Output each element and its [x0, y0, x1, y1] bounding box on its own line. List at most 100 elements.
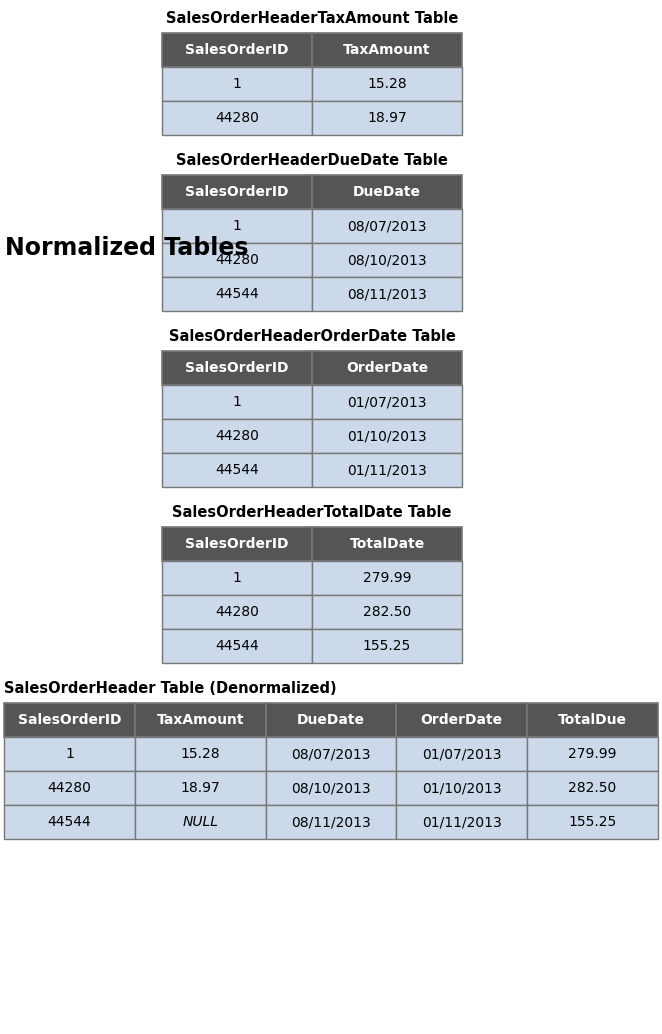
Text: OrderDate: OrderDate	[346, 361, 428, 375]
Bar	[4, 805, 135, 839]
Bar	[527, 771, 658, 805]
Bar	[162, 595, 312, 629]
Text: 01/07/2013: 01/07/2013	[422, 747, 502, 761]
Text: TaxAmount: TaxAmount	[344, 43, 431, 57]
Text: TotalDue: TotalDue	[558, 713, 627, 727]
Text: SalesOrderID: SalesOrderID	[18, 713, 121, 727]
Bar	[162, 351, 312, 385]
Text: 44280: 44280	[215, 429, 259, 443]
Text: SalesOrderHeaderTotalDate Table: SalesOrderHeaderTotalDate Table	[172, 505, 451, 520]
Bar	[4, 703, 135, 737]
Text: 282.50: 282.50	[569, 781, 617, 795]
Bar	[135, 805, 265, 839]
Bar	[265, 737, 397, 771]
Bar	[312, 277, 462, 311]
Bar	[162, 527, 312, 561]
Text: 279.99: 279.99	[363, 571, 411, 585]
Bar	[312, 33, 462, 67]
Bar	[312, 595, 462, 629]
Bar	[312, 385, 462, 419]
Text: NULL: NULL	[182, 815, 218, 829]
Bar	[312, 561, 462, 595]
Text: SalesOrderHeaderDueDate Table: SalesOrderHeaderDueDate Table	[176, 153, 448, 168]
Bar	[265, 771, 397, 805]
Text: 155.25: 155.25	[569, 815, 617, 829]
Text: 15.28: 15.28	[367, 77, 407, 91]
Text: 18.97: 18.97	[180, 781, 220, 795]
Text: 08/11/2013: 08/11/2013	[347, 287, 427, 301]
Bar	[397, 737, 527, 771]
Bar	[162, 33, 312, 67]
Bar	[265, 805, 397, 839]
Bar	[162, 419, 312, 453]
Text: DueDate: DueDate	[297, 713, 365, 727]
Bar	[312, 629, 462, 663]
Text: 01/10/2013: 01/10/2013	[347, 429, 427, 443]
Text: SalesOrderHeaderOrderDate Table: SalesOrderHeaderOrderDate Table	[169, 329, 455, 344]
Text: SalesOrderHeaderTaxAmount Table: SalesOrderHeaderTaxAmount Table	[166, 11, 458, 26]
Text: OrderDate: OrderDate	[421, 713, 503, 727]
Bar	[312, 419, 462, 453]
Text: SalesOrderHeader Table (Denormalized): SalesOrderHeader Table (Denormalized)	[4, 681, 336, 696]
Text: 282.50: 282.50	[363, 605, 411, 619]
Bar	[162, 67, 312, 101]
Text: 08/10/2013: 08/10/2013	[347, 253, 427, 267]
Bar	[527, 805, 658, 839]
Text: 44544: 44544	[215, 639, 259, 653]
Text: 44280: 44280	[215, 253, 259, 267]
Bar	[4, 771, 135, 805]
Text: 1: 1	[65, 747, 74, 761]
Bar	[135, 771, 265, 805]
Bar	[135, 703, 265, 737]
Bar	[162, 175, 312, 209]
Text: SalesOrderID: SalesOrderID	[185, 43, 289, 57]
Text: 01/11/2013: 01/11/2013	[422, 815, 502, 829]
Bar	[162, 209, 312, 243]
Text: 08/10/2013: 08/10/2013	[291, 781, 371, 795]
Bar	[312, 351, 462, 385]
Text: 1: 1	[232, 77, 242, 91]
Bar	[312, 67, 462, 101]
Text: 44280: 44280	[215, 605, 259, 619]
Bar	[312, 209, 462, 243]
Bar	[312, 101, 462, 135]
Text: 01/07/2013: 01/07/2013	[348, 395, 427, 409]
Bar	[312, 453, 462, 487]
Text: 15.28: 15.28	[180, 747, 220, 761]
Text: 01/11/2013: 01/11/2013	[347, 463, 427, 477]
Text: 44280: 44280	[48, 781, 91, 795]
Text: 08/07/2013: 08/07/2013	[291, 747, 371, 761]
Bar	[527, 703, 658, 737]
Text: 08/11/2013: 08/11/2013	[291, 815, 371, 829]
Text: 44280: 44280	[215, 111, 259, 125]
Text: TotalDate: TotalDate	[350, 537, 424, 551]
Bar	[4, 737, 135, 771]
Bar	[162, 561, 312, 595]
Text: 279.99: 279.99	[569, 747, 617, 761]
Bar	[162, 277, 312, 311]
Text: 1: 1	[232, 571, 242, 585]
Bar	[312, 527, 462, 561]
Text: 44544: 44544	[215, 287, 259, 301]
Text: 44544: 44544	[215, 463, 259, 477]
Text: SalesOrderID: SalesOrderID	[185, 185, 289, 199]
Text: TaxAmount: TaxAmount	[156, 713, 244, 727]
Bar	[162, 243, 312, 277]
Text: 18.97: 18.97	[367, 111, 407, 125]
Bar	[527, 737, 658, 771]
Text: 08/07/2013: 08/07/2013	[348, 219, 427, 233]
Bar	[312, 175, 462, 209]
Text: 155.25: 155.25	[363, 639, 411, 653]
Bar	[397, 703, 527, 737]
Text: Normalized Tables: Normalized Tables	[5, 236, 248, 260]
Text: 1: 1	[232, 219, 242, 233]
Bar	[162, 385, 312, 419]
Bar	[265, 703, 397, 737]
Text: 01/10/2013: 01/10/2013	[422, 781, 502, 795]
Bar	[397, 805, 527, 839]
Bar	[162, 101, 312, 135]
Text: 1: 1	[232, 395, 242, 409]
Text: SalesOrderID: SalesOrderID	[185, 537, 289, 551]
Bar	[162, 453, 312, 487]
Bar	[135, 737, 265, 771]
